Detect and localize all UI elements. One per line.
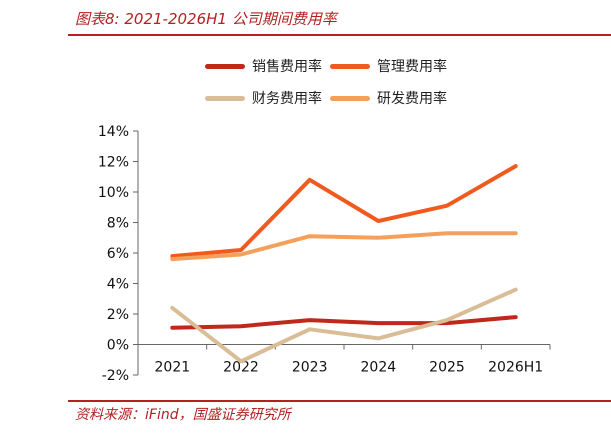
x-tick-label: 2021	[155, 360, 191, 376]
legend-label-admin: 管理费用率	[377, 59, 447, 75]
x-tick-label: 2023	[292, 360, 328, 376]
y-tick-label: -2%	[102, 368, 129, 384]
y-tick-label: 12%	[98, 155, 129, 171]
legend-swatch-rnd	[330, 95, 370, 101]
figure-title: 图表8: 2021-2026H1 公司期间费用率	[75, 10, 337, 28]
y-tick-label: 4%	[107, 277, 129, 293]
series-line-1	[170, 315, 518, 330]
legend-item-finance: 财务费用率	[205, 88, 322, 108]
title-rule	[68, 34, 611, 36]
y-tick-label: 10%	[98, 185, 129, 201]
y-tick-label: 0%	[107, 338, 129, 354]
legend-item-sales: 销售费用率	[205, 56, 322, 76]
x-tick-label: 2026H1	[488, 360, 543, 376]
x-tick-label: 2025	[429, 360, 465, 376]
legend-item-rnd: 研发费用率	[330, 88, 447, 108]
legend-label-sales: 销售费用率	[252, 59, 322, 75]
y-tick-label: 8%	[107, 216, 129, 232]
source-rule	[68, 400, 611, 402]
legend-label-rnd: 研发费用率	[377, 91, 447, 107]
legend-swatch-sales	[205, 63, 245, 69]
legend-swatch-finance	[205, 95, 245, 101]
series-line-2	[170, 164, 518, 259]
legend-swatch-admin	[330, 63, 370, 69]
y-tick-label: 14%	[98, 124, 129, 140]
series-line-3	[170, 287, 518, 364]
series-line-4	[170, 231, 518, 262]
y-tick-label: 6%	[107, 246, 129, 262]
source-note: 资料来源：iFind，国盛证券研究所	[75, 407, 291, 423]
legend-label-finance: 财务费用率	[252, 91, 322, 107]
legend-item-admin: 管理费用率	[330, 56, 447, 76]
y-tick-label: 2%	[107, 307, 129, 323]
x-tick-label: 2024	[361, 360, 397, 376]
x-tick-label: 2022	[223, 360, 259, 376]
